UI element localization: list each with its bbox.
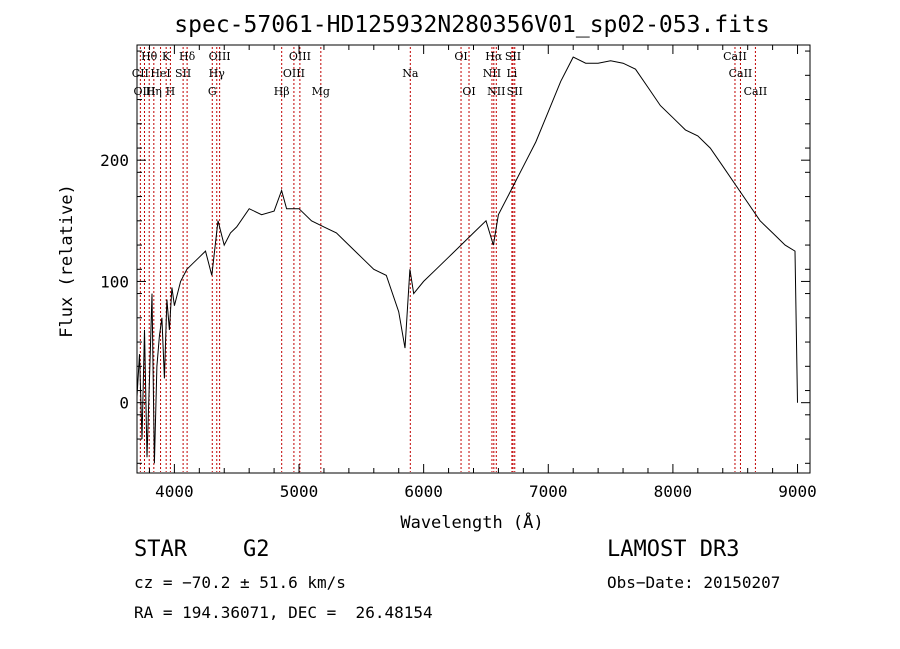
redshift-readout: cz = −70.2 ± 51.6 km/s bbox=[134, 573, 346, 592]
spectral-line-label: CII bbox=[132, 67, 149, 80]
x-tick-label: 5000 bbox=[280, 482, 319, 501]
spectral-line-label: HeI bbox=[150, 67, 170, 80]
spectral-line-label: Li bbox=[506, 67, 517, 80]
spectral-line-label: SII bbox=[505, 50, 521, 63]
spectral-line-label: NII bbox=[487, 85, 505, 98]
spectral-line-label: NII bbox=[483, 67, 501, 80]
spectral-line-label: Hθ bbox=[141, 50, 158, 63]
x-tick-label: 6000 bbox=[404, 482, 443, 501]
flux-series-line bbox=[136, 56, 798, 464]
spectral-lines-layer bbox=[139, 47, 756, 472]
x-axis-label: Wavelength (Å) bbox=[400, 511, 543, 533]
plot-frame bbox=[136, 44, 811, 474]
spectral-line-label: Hα bbox=[485, 50, 503, 63]
spectral-line-label: CaII bbox=[723, 50, 747, 63]
spectral-line-label: Hβ bbox=[274, 85, 290, 98]
spectral-line-label: SII bbox=[507, 85, 523, 98]
axes: 4000 5000 6000 7000 8000 9000 0 100 200 bbox=[100, 45, 817, 501]
object-type: STAR bbox=[134, 537, 187, 562]
spectral-line-label: G bbox=[208, 85, 217, 98]
survey-name: LAMOST DR3 bbox=[607, 537, 740, 562]
chart-title: spec-57061-HD125932N280356V01_sp02-053.f… bbox=[174, 12, 769, 38]
x-tick-label: 8000 bbox=[654, 482, 693, 501]
spectral-line-label: Mg bbox=[312, 85, 330, 98]
spectral-line-label: Hδ bbox=[179, 50, 196, 63]
coordinates-readout: RA = 194.36071, DEC = 26.48154 bbox=[134, 603, 433, 622]
spectral-line-label: OIII bbox=[209, 50, 231, 63]
spectral-line-label: K bbox=[162, 50, 171, 63]
y-tick-label: 0 bbox=[119, 394, 129, 413]
spectral-line-label: OIII bbox=[289, 50, 311, 63]
spectral-line-label: Hη bbox=[146, 85, 162, 98]
x-tick-label: 4000 bbox=[155, 482, 194, 501]
observation-date: Obs−Date: 20150207 bbox=[607, 573, 781, 592]
spectral-line-label: OI bbox=[462, 85, 475, 98]
y-tick-label: 200 bbox=[100, 151, 129, 170]
spectral-line-label: OI bbox=[454, 50, 467, 63]
spectral-line-label: CaII bbox=[744, 85, 768, 98]
spectral-line-label: OIII bbox=[133, 85, 155, 98]
spectral-line-label: SII bbox=[175, 67, 191, 80]
y-axis-label: Flux (relative) bbox=[57, 184, 77, 338]
x-tick-label: 7000 bbox=[529, 482, 568, 501]
spectral-subclass: G2 bbox=[243, 537, 270, 562]
spectral-line-label: CaII bbox=[729, 67, 753, 80]
spectral-line-label: OIII bbox=[283, 67, 305, 80]
spectral-line-label: H bbox=[166, 85, 176, 98]
x-tick-label: 9000 bbox=[778, 482, 817, 501]
spectral-line-label: Hγ bbox=[209, 67, 226, 80]
spectral-line-label: Na bbox=[402, 67, 419, 80]
y-tick-label: 100 bbox=[100, 272, 129, 291]
